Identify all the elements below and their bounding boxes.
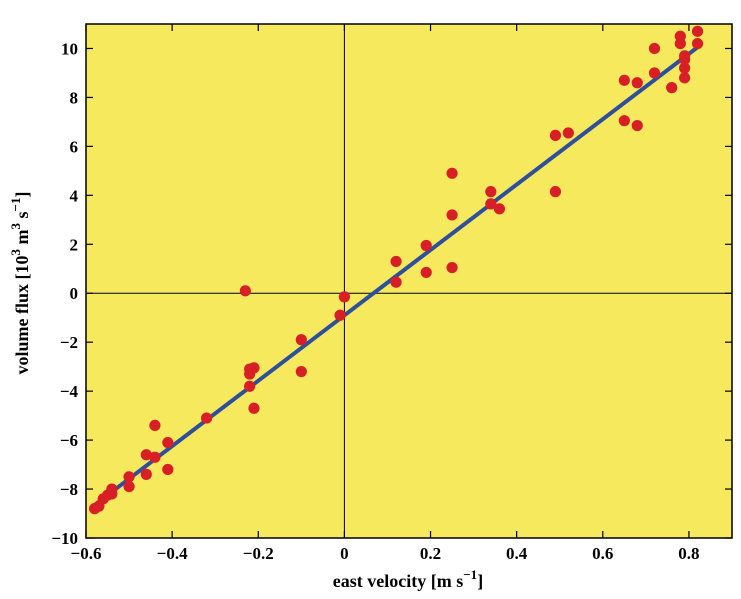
data-point (390, 255, 402, 268)
data-point (679, 72, 691, 84)
data-point (140, 468, 152, 480)
data-point (248, 362, 260, 374)
data-point (549, 186, 562, 198)
data-point (446, 167, 458, 179)
data-point (248, 402, 260, 414)
data-point (334, 309, 346, 321)
data-point (446, 209, 458, 221)
data-point (295, 334, 307, 346)
data-point (149, 451, 161, 463)
data-point (162, 463, 174, 476)
y-tick-label: 8 (70, 88, 79, 107)
data-point (562, 127, 574, 139)
data-point (244, 380, 256, 392)
data-point (674, 37, 686, 50)
data-point (420, 239, 432, 252)
x-tick-label: −0.2 (243, 544, 274, 563)
y-tick-label: −4 (60, 382, 79, 401)
data-point (200, 412, 213, 424)
data-point (123, 481, 135, 493)
data-point (295, 365, 307, 378)
y-tick-labels: −10 −8 −6 −4 −2 0 2 4 6 8 10 (51, 39, 78, 548)
y-tick-label: 4 (70, 186, 79, 205)
y-tick-label: 0 (70, 284, 79, 303)
data-point (239, 285, 251, 297)
data-point (691, 37, 704, 50)
data-point (485, 186, 497, 198)
data-point (631, 77, 643, 89)
data-point (648, 42, 661, 55)
fit-line-layer (92, 45, 700, 507)
x-tick-label: 0 (340, 544, 349, 563)
x-tick-label: −0.6 (71, 544, 102, 563)
data-points (89, 25, 704, 515)
plot-frame (85, 23, 733, 539)
x-tick-label: 0.6 (592, 544, 613, 563)
data-point (149, 419, 161, 432)
data-point (618, 74, 630, 86)
data-point (666, 82, 678, 94)
data-point (106, 483, 118, 495)
data-point (390, 276, 402, 288)
data-point (493, 203, 506, 215)
plot-background (86, 24, 732, 538)
x-tick-labels: −0.6 −0.4 −0.2 0 0.2 0.4 0.6 0.8 (71, 544, 700, 563)
x-tick-label: −0.4 (157, 544, 188, 563)
data-point (631, 119, 643, 132)
tick-marks (85, 24, 732, 539)
data-point (679, 62, 691, 74)
y-tick-label: −8 (60, 480, 78, 499)
y-tick-label: 6 (70, 137, 79, 156)
x-tick-label: 0.8 (678, 544, 699, 563)
data-point (549, 129, 562, 141)
data-point (618, 115, 630, 127)
data-point (140, 449, 152, 461)
reference-lines (86, 24, 732, 538)
x-axis-title: east velocity [m s−1] (333, 567, 483, 591)
data-point (162, 436, 174, 449)
data-point (485, 198, 497, 210)
fit-line (92, 45, 700, 507)
x-tick-label: 0.4 (506, 544, 528, 563)
y-tick-label: −2 (60, 333, 78, 352)
data-point (123, 471, 135, 483)
data-point (338, 291, 350, 303)
y-tick-label: −6 (60, 431, 78, 450)
y-tick-label: 10 (61, 39, 78, 58)
data-point (691, 25, 704, 37)
data-point (679, 50, 691, 62)
y-tick-label: 2 (70, 235, 79, 254)
data-point (648, 67, 661, 79)
data-point (420, 266, 432, 279)
data-point (446, 261, 458, 274)
y-tick-label: −10 (51, 529, 78, 548)
y-axis-title: volume flux [103 m3 s−1] (8, 192, 32, 375)
x-tick-label: 0.2 (420, 544, 441, 563)
